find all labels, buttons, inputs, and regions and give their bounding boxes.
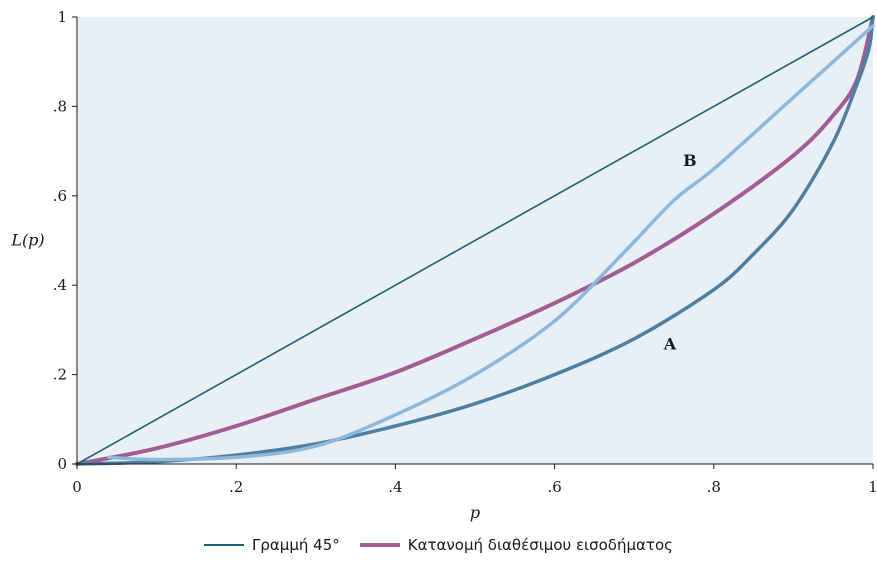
y-axis-title: L(p) — [10, 231, 44, 250]
lorenz-chart: 0 .2 .4 .6 .8 1 0 .2 .4 .6 .8 1 p L(p) B A — [10, 8, 877, 522]
legend-swatch-45-line — [204, 544, 245, 546]
y-tick-label: .2 — [53, 366, 67, 384]
y-tick-label: 0 — [57, 455, 67, 473]
line-a — [75, 15, 875, 466]
line-45-degree — [76, 16, 874, 465]
legend-item-45-line: Γραμμή 45° — [204, 536, 340, 554]
legend-item-income-distribution: Κατανομή διαθέσιμου εισοδήματος — [359, 536, 673, 554]
legend-label-income-distribution: Κατανομή διαθέσιμου εισοδήματος — [407, 536, 673, 554]
legend-label-45-line: Γραμμή 45° — [252, 536, 340, 554]
x-axis-title: p — [470, 503, 480, 522]
x-tick-label: 0 — [72, 478, 82, 496]
y-tick-label: .4 — [53, 276, 67, 294]
legend-swatch-income-distribution — [359, 543, 400, 547]
y-tick-label: .8 — [53, 97, 67, 115]
legend: Γραμμή 45° Κατανομή διαθέσιμου εισοδήματ… — [0, 536, 877, 554]
x-tick-label: .8 — [707, 478, 721, 496]
x-tick-label: .6 — [547, 478, 561, 496]
x-tick-label: 1 — [868, 478, 877, 496]
annotation-b: B — [683, 151, 697, 170]
line-income-distribution — [75, 15, 875, 466]
y-tick-label: .6 — [53, 187, 67, 205]
line-b — [107, 24, 875, 462]
x-tick-label: .2 — [229, 478, 243, 496]
annotation-a: A — [663, 334, 677, 353]
x-tick-label: .4 — [388, 478, 402, 496]
y-tick-label: 1 — [57, 8, 67, 26]
